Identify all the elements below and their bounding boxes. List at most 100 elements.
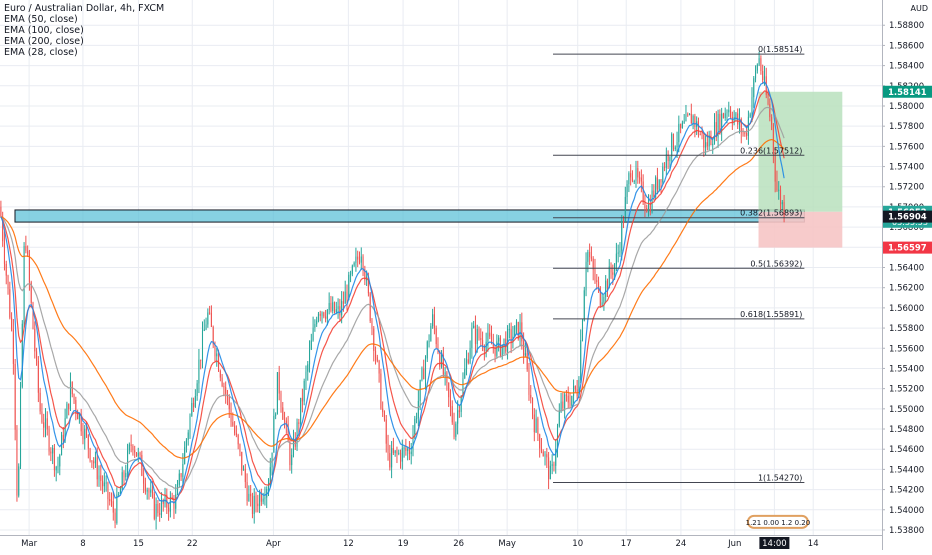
candle: [721, 107, 723, 142]
candle-body: [410, 451, 412, 455]
candle-body: [298, 422, 300, 424]
candle: [178, 469, 180, 488]
candle: [615, 242, 617, 272]
candle: [767, 89, 769, 106]
candle-body: [776, 181, 778, 191]
candle-body: [658, 179, 660, 190]
candle: [100, 464, 102, 491]
candle-body: [526, 353, 528, 370]
candle: [11, 312, 13, 332]
candle: [203, 319, 205, 332]
candle: [398, 449, 400, 456]
candle-body: [244, 468, 246, 483]
candle-body: [403, 447, 405, 449]
candle: [114, 508, 116, 529]
candle-body: [419, 380, 421, 401]
candle-body: [571, 395, 573, 406]
candle-body: [633, 181, 635, 183]
candle-body: [285, 420, 287, 424]
candle-body: [57, 466, 59, 468]
candle: [98, 465, 100, 487]
candle-body: [642, 181, 644, 203]
candle: [335, 301, 337, 315]
candle-body: [510, 329, 512, 343]
candle: [510, 322, 512, 354]
candle-body: [357, 256, 359, 260]
candle-body: [39, 392, 41, 412]
candle-body: [499, 337, 501, 356]
candle-body: [230, 409, 232, 423]
price-axis[interactable]: AUD1.588001.586001.584001.582001.580001.…: [882, 0, 932, 550]
candle-body: [253, 495, 255, 514]
candle: [264, 486, 266, 506]
legend-ema-100[interactable]: EMA (100, close): [4, 25, 84, 36]
candle-body: [392, 448, 394, 453]
candle: [146, 487, 148, 500]
candle-body: [471, 327, 473, 349]
candle-body: [66, 403, 68, 419]
annotation-text: 1.21 0.00 1.2 0.20: [746, 519, 811, 527]
candle-body: [269, 467, 271, 487]
time-axis[interactable]: Mar 8 15 22 Apr 12 19 26 May 10 17 24 Jun 14:00 14: [0, 535, 882, 550]
candle: [779, 185, 782, 211]
legend-ema-200[interactable]: EMA (200, close): [4, 36, 84, 47]
candle: [596, 274, 598, 290]
candle-body: [105, 482, 107, 484]
candle-body: [523, 341, 525, 356]
candle-body: [469, 348, 471, 363]
candle: [426, 340, 428, 362]
candle: [41, 403, 43, 424]
legend-ema-50[interactable]: EMA (50, close): [4, 14, 78, 25]
fibonacci-retracement[interactable]: 0(1.58514) 0.236(1.57512) 0.382(1.56893) 0.…: [553, 45, 811, 529]
candle-body: [726, 112, 728, 114]
candle: [57, 456, 59, 474]
price-tick-label: 1.57800: [889, 122, 924, 132]
candle: [123, 470, 125, 485]
annotation-box: [746, 514, 809, 529]
candle-body: [46, 418, 48, 430]
candle: [62, 426, 64, 449]
candle: [776, 170, 778, 192]
candle: [546, 447, 548, 469]
candle-body: [235, 433, 237, 435]
candle: [173, 494, 175, 519]
candle-body: [382, 408, 384, 413]
candle: [558, 403, 560, 428]
candle-body: [312, 327, 314, 341]
candle-body: [335, 309, 337, 313]
legend-title[interactable]: Euro / Australian Dollar, 4h, FXCM: [4, 3, 165, 14]
candle: [694, 113, 696, 138]
candle: [328, 292, 330, 315]
candle-body: [275, 414, 277, 416]
candle: [753, 76, 755, 109]
candle-body: [287, 423, 289, 442]
candle-body: [339, 306, 341, 316]
candle: [394, 450, 396, 457]
candle: [696, 116, 698, 136]
long-position-target-zone[interactable]: [758, 91, 843, 212]
candle-body: [482, 339, 484, 348]
candle-body: [496, 341, 498, 356]
support-resistance-zone[interactable]: [14, 209, 805, 223]
legend-ema-28[interactable]: EMA (28, close): [4, 47, 78, 58]
candle-body: [87, 434, 89, 449]
candle: [212, 325, 214, 348]
candle-body: [514, 325, 516, 337]
candle-body: [278, 372, 280, 394]
candle-body: [94, 457, 96, 464]
candle-body: [209, 312, 211, 314]
candle-body: [530, 394, 532, 399]
candle-body: [746, 132, 748, 136]
candle: [560, 392, 562, 413]
candle-body: [168, 507, 170, 512]
candle: [574, 385, 576, 393]
candle-body: [221, 377, 223, 387]
candle: [635, 160, 637, 188]
candle: [46, 411, 48, 436]
candle: [185, 438, 187, 453]
price-tick-label: 1.54600: [889, 445, 924, 455]
chart-annotation[interactable]: 1.21 0.00 1.2 0.20: [746, 514, 811, 529]
time-tick-label: 19: [398, 539, 409, 549]
